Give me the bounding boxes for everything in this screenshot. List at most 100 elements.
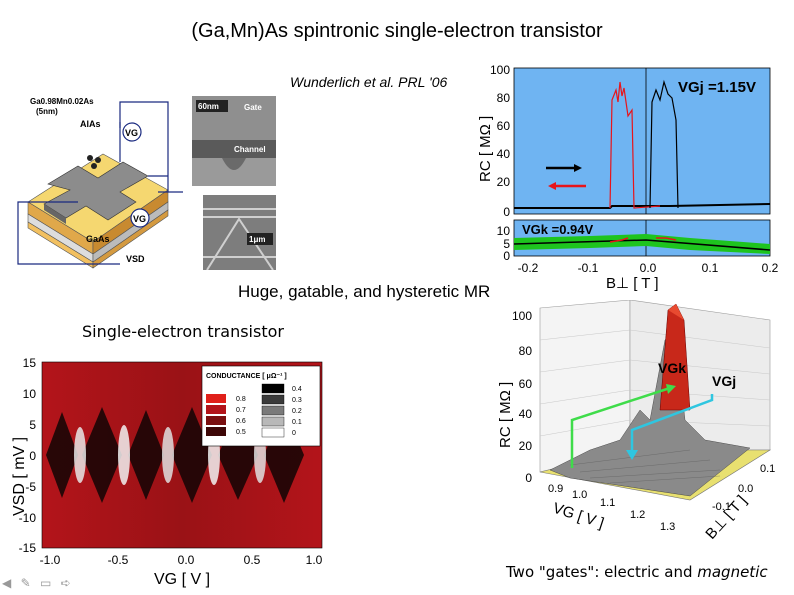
cmap-ytick: -15: [19, 541, 37, 555]
sem-scale-bottom: 1μm: [249, 235, 265, 244]
cmap-xtick: 0.5: [244, 553, 261, 567]
mr-green-band: [514, 234, 770, 254]
legend-value: 0.2: [292, 408, 302, 415]
surface-ztick: 100: [512, 309, 532, 323]
layer-substrate-label: GaAs: [86, 234, 110, 244]
mr-plot: VGj =1.15V VGk =0.94V 100 80 60 40 20 0 …: [477, 63, 779, 292]
mr-ytick: 5: [503, 237, 510, 251]
legend-swatch-gray: [261, 427, 285, 438]
surface-zlabel: RC [ MΩ ]: [497, 382, 514, 448]
cmap-ytick: -5: [25, 480, 36, 494]
cmap-yticks: 15 10 5 0 -5 -10 -15: [19, 356, 37, 555]
mr-ytick: 0: [503, 205, 510, 219]
mr-bottom-annotation: VGk =0.94V: [522, 222, 594, 237]
legend-value: 0.7: [236, 407, 246, 414]
cmap-xtick: 1.0: [306, 553, 323, 567]
mr-top-baseline: [514, 203, 771, 209]
mr-top-down-sweep: [609, 81, 661, 209]
cmap-ytick: 15: [23, 356, 37, 370]
mr-xtick: -0.1: [578, 261, 599, 275]
legend-title: CONDUCTANCE [ μΩ⁻¹ ]: [206, 373, 287, 380]
legend-swatch-gray: [261, 405, 285, 416]
mr-ytick: 60: [497, 119, 511, 133]
legend-swatch-red: [206, 416, 226, 425]
gate-label-1: VG: [125, 128, 138, 138]
legend-value: 0.6: [236, 418, 246, 425]
sem-label-gate: Gate: [244, 103, 262, 112]
cmap-ytick: -10: [19, 511, 37, 525]
sem-scale-top: 60nm: [198, 102, 219, 111]
marker-j-label: VGj: [712, 373, 736, 389]
gates-caption: Two "gates": electric and magnetic: [506, 563, 768, 581]
legend-swatch-red: [206, 405, 226, 414]
sem-scale-bottom-box: [247, 233, 273, 245]
surface-zticks: 100 80 60 40 20 0: [512, 309, 532, 485]
gate-source-1-icon: [122, 122, 142, 142]
mr-top-yticks: 100 80 60 40 20 0: [490, 63, 510, 219]
mr-ylabel: RC [ MΩ ]: [477, 116, 494, 182]
legend-swatch-gray: [261, 394, 285, 405]
mr-ytick: 10: [497, 224, 511, 238]
mr-xtick: 0.2: [762, 261, 779, 275]
surface-b-tick: 0.0: [738, 483, 753, 495]
cmap-xtick: 0.0: [178, 553, 195, 567]
legend-value: 0.4: [292, 386, 302, 393]
gates-caption-emph: magnetic: [697, 563, 768, 581]
surface-vg-tick: 1.2: [630, 509, 645, 521]
surface-ztick: 40: [519, 407, 533, 421]
legend-swatch-red: [206, 394, 226, 403]
conductance-legend: CONDUCTANCE [ μΩ⁻¹ ] 0.8 0.7 0.6 0.5 0.4…: [201, 365, 321, 447]
mr-xtick: 0.1: [702, 261, 719, 275]
surface-b-tick: -0.1: [712, 501, 731, 513]
surface-plot: VGk VGj 100 80 60 40 20 0 RC [ MΩ ] 0.9 …: [497, 300, 775, 543]
legend-value: 0.8: [236, 396, 246, 403]
device-mesa: [43, 155, 149, 224]
sem-image-bottom: 1μm: [203, 195, 276, 270]
layer-top-label: Ga0.98Mn0.02As: [30, 97, 94, 106]
gates-caption-prefix: Two "gates": electric and: [506, 563, 698, 581]
cmap-xtick: -1.0: [40, 553, 61, 567]
cmap-xlabel: VG [ V ]: [154, 571, 210, 588]
gate-source-2-icon: [130, 208, 150, 228]
surface-vg-tick: 0.9: [548, 483, 563, 495]
slide-nav-icons[interactable]: ◀ ✎ ▭ ➪: [2, 576, 74, 590]
set-caption: Single-electron transistor: [82, 322, 284, 341]
cmap-ytick: 10: [23, 387, 37, 401]
surface-vg-tick: 1.0: [572, 489, 587, 501]
mr-top-panel: [513, 67, 771, 215]
device-schematic: Ga0.98Mn0.02As (5nm) AlAs VG VG GaAs VSD: [17, 97, 183, 269]
surface-ztick: 60: [519, 377, 533, 391]
mr-ytick: 20: [497, 175, 511, 189]
slide-title: (Ga,Mn)As spintronic single-electron tra…: [191, 20, 603, 42]
cmap-xtick: -0.5: [108, 553, 129, 567]
legend-value: 0.1: [292, 419, 302, 426]
sem-image-top: 60nm Gate Channel: [192, 96, 276, 186]
cmap-ytick: 5: [29, 418, 36, 432]
mr-ytick: 100: [490, 63, 510, 77]
marker-k-label: VGk: [658, 360, 686, 376]
citation: Wunderlich et al. PRL '06: [290, 74, 448, 90]
mr-caption: Huge, gatable, and hysteretic MR: [238, 282, 491, 301]
cmap-ylabel: VSD [ mV ]: [11, 437, 28, 516]
surface-b-label: B⊥ [ T ]: [702, 492, 750, 542]
marker-k-line: [570, 386, 671, 468]
cmap-xticks: -1.0 -0.5 0.0 0.5 1.0: [40, 553, 323, 567]
legend-value: 0: [292, 430, 296, 437]
surface-b-tick: 0.1: [760, 463, 775, 475]
mr-top-annotation: VGj =1.15V: [678, 79, 756, 96]
bias-label: VSD: [126, 254, 145, 264]
legend-swatch-gray: [261, 383, 285, 394]
surface-ztick: 80: [519, 344, 533, 358]
sem-label-channel: Channel: [234, 145, 266, 154]
layer-top-thickness: (5nm): [36, 107, 58, 116]
surface-ztick: 20: [519, 439, 533, 453]
surface-vg-tick: 1.3: [660, 521, 675, 533]
mr-xlabel: B⊥ [ T ]: [606, 275, 659, 292]
sem-scale-top-box: [196, 100, 228, 112]
surface-ztick: 0: [525, 471, 532, 485]
surface-vg-tick: 1.1: [600, 497, 615, 509]
surface-b-ticks: 0.1 0.0 -0.1: [712, 463, 775, 513]
mr-bottom-yticks: 10 5 0: [497, 224, 511, 263]
layer-barrier-label: AlAs: [80, 119, 101, 129]
mr-ytick: 40: [497, 147, 511, 161]
